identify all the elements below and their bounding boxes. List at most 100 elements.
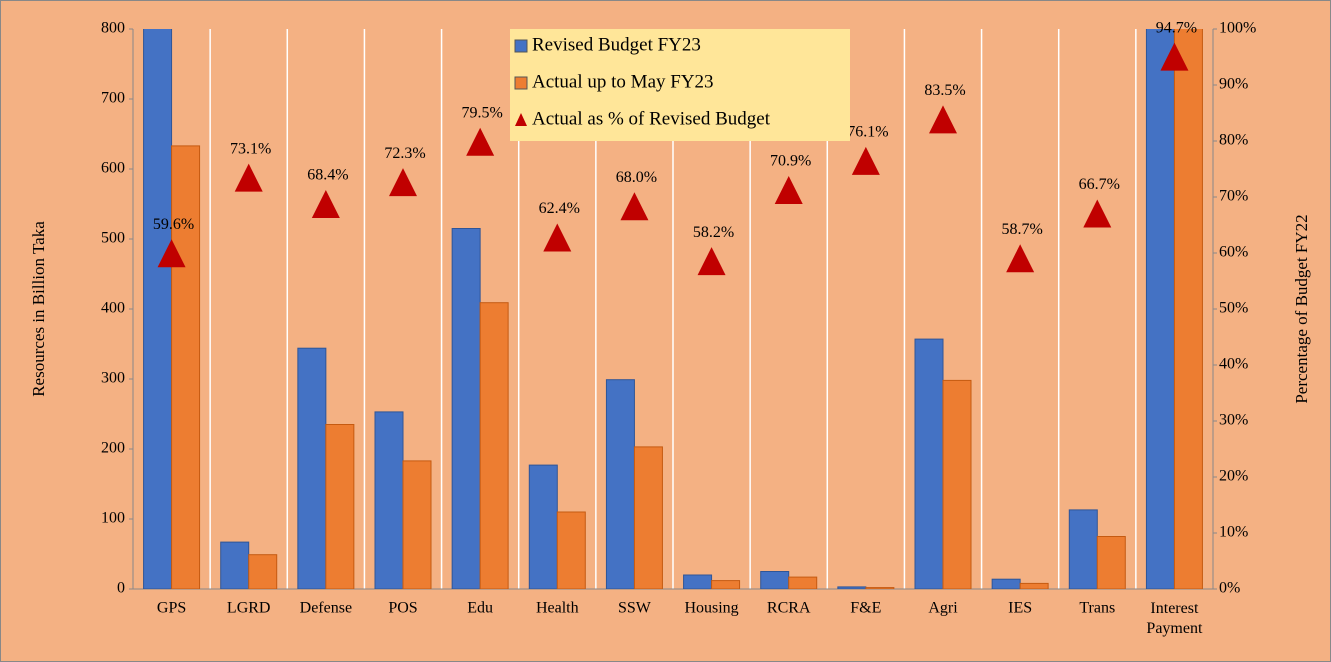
x-tick-label: SSW	[618, 600, 652, 617]
bar	[171, 145, 201, 589]
bar	[683, 574, 713, 589]
bar	[248, 554, 278, 589]
bar	[865, 587, 895, 589]
data-label: 58.7%	[1001, 221, 1042, 238]
marker	[311, 189, 340, 218]
marker	[234, 163, 263, 192]
data-label: 94.7%	[1156, 19, 1197, 36]
marker	[929, 105, 957, 134]
bar	[633, 446, 663, 589]
data-label: 66.7%	[1079, 176, 1120, 193]
marker	[1006, 244, 1035, 273]
bar	[942, 379, 972, 589]
marker	[157, 239, 186, 268]
data-label: 76.1%	[847, 124, 888, 141]
y2-tick-label: 50%	[1219, 300, 1248, 317]
marker	[620, 192, 649, 221]
bar	[528, 464, 558, 589]
bar	[991, 578, 1021, 589]
data-label: 59.6%	[153, 216, 194, 233]
marker	[1083, 199, 1112, 228]
marker	[543, 223, 572, 252]
x-tick-label: Trans	[1079, 600, 1115, 617]
y-tick-label: 800	[101, 20, 125, 37]
data-label: 68.0%	[616, 169, 657, 186]
y2-tick-label: 100%	[1219, 20, 1256, 37]
y-axis-title: Resources in Billion Taka	[29, 221, 48, 397]
y-tick-label: 500	[101, 230, 125, 247]
bar	[760, 571, 790, 589]
legend-swatch	[515, 113, 527, 126]
data-label: 79.5%	[461, 104, 502, 121]
legend-label: Actual as % of Revised Budget	[532, 108, 771, 129]
x-tick-label: LGRD	[227, 600, 271, 617]
marker	[1160, 42, 1189, 71]
legend-swatch	[514, 39, 528, 53]
bar	[374, 411, 404, 589]
x-tick-label: Housing	[684, 600, 738, 617]
y2-tick-label: 60%	[1219, 244, 1248, 261]
data-label: 83.5%	[924, 82, 965, 99]
y2-tick-label: 10%	[1219, 524, 1248, 541]
y2-tick-label: 80%	[1219, 132, 1248, 149]
y-tick-label: 100	[101, 510, 125, 527]
plot	[143, 29, 1203, 589]
bar	[297, 347, 327, 589]
bar	[914, 338, 944, 589]
y-tick-label: 600	[101, 160, 125, 177]
x-tick-label: Edu	[467, 600, 493, 617]
data-label: 62.4%	[539, 200, 580, 217]
bar	[788, 576, 818, 589]
bar	[479, 302, 509, 589]
bar	[1019, 582, 1049, 589]
data-label: 72.3%	[384, 145, 425, 162]
bar	[325, 424, 355, 589]
marker	[389, 168, 417, 197]
x-tick-label: POS	[388, 600, 417, 617]
x-tick-label: Agri	[928, 600, 958, 617]
data-label: 73.1%	[230, 140, 271, 157]
bar	[1096, 536, 1126, 589]
x-tick-label: Health	[536, 600, 579, 617]
bar	[143, 29, 173, 589]
bar	[837, 586, 867, 589]
data-label: 68.4%	[307, 167, 348, 184]
marker	[697, 247, 726, 276]
legend-box	[510, 29, 850, 141]
bar	[556, 511, 586, 589]
x-tick-label: Defense	[300, 600, 352, 617]
x-tick-label: GPS	[157, 600, 186, 617]
data-label: 58.2%	[693, 224, 734, 241]
y2-tick-label: 20%	[1219, 468, 1248, 485]
y-tick-label: 0	[117, 580, 125, 597]
marker	[466, 127, 495, 156]
y2-tick-label: 0%	[1219, 580, 1240, 597]
y2-tick-label: 90%	[1219, 76, 1248, 93]
y-tick-label: 200	[101, 440, 125, 457]
legend-swatch	[514, 76, 528, 90]
y-tick-label: 400	[101, 300, 125, 317]
legend-label: Actual up to May FY23	[532, 71, 714, 92]
marker	[851, 146, 880, 175]
y-tick-label: 300	[101, 370, 125, 387]
bar	[605, 379, 635, 589]
bar	[1145, 29, 1175, 589]
bar	[1068, 509, 1098, 589]
y2-tick-label: 70%	[1219, 188, 1248, 205]
bar	[451, 228, 481, 589]
marker	[774, 175, 803, 204]
x-tick-label: F&E	[850, 600, 881, 617]
bar	[1173, 29, 1203, 589]
y2-axis-title: Percentage of Budget FY22	[1292, 214, 1311, 403]
x-tick-label: IES	[1008, 600, 1032, 617]
y-tick-label: 700	[101, 90, 125, 107]
bar	[711, 580, 741, 589]
legend-label: Revised Budget FY23	[532, 34, 701, 55]
bar	[402, 460, 432, 589]
legend: Revised Budget FY23 Actual up to May FY23…	[510, 29, 850, 141]
bar	[220, 541, 250, 589]
x-tick-label: Interest Payment	[1146, 600, 1203, 637]
data-label: 70.9%	[770, 153, 811, 170]
y2-tick-label: 30%	[1219, 412, 1248, 429]
